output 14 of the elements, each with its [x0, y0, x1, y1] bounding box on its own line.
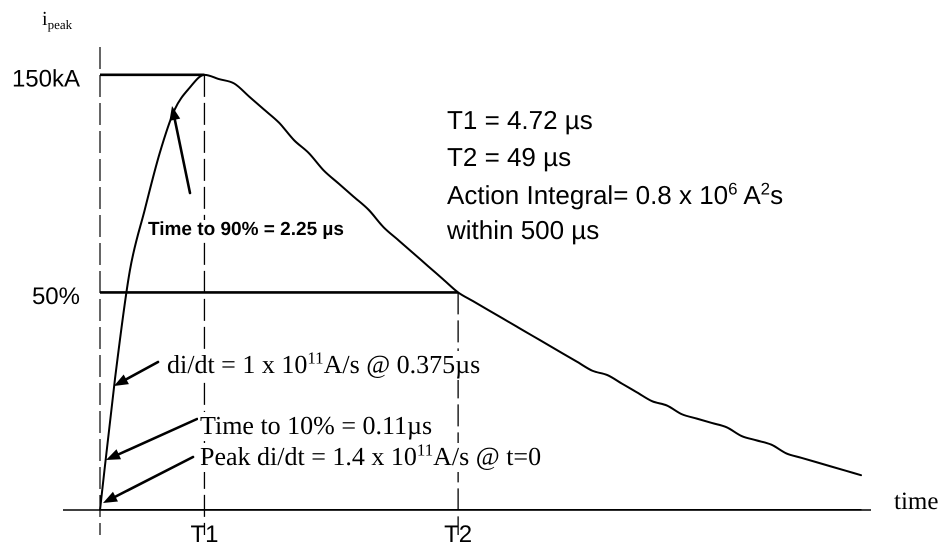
annotation: Peak di/dt = 1.4 x 10$^{11}$A/s @ t=0 [198, 440, 544, 472]
annotation: T1 = 4.72 µs [447, 105, 593, 135]
ref-line-label: 150kA [12, 65, 80, 92]
x-axis-title: time [894, 488, 938, 516]
annotation: Action Integral= 0.8 x 10$^{6}$ A$^{2}$s [447, 180, 784, 210]
annotation: Time to 90% = 2.25 µs [146, 219, 346, 241]
annotation: within 500 µs [447, 215, 600, 245]
x-tick-label: T2 [444, 521, 472, 542]
annotation: Time to 10% = 0.11µs [198, 411, 434, 441]
annotation: T2 = 49 µs [447, 142, 572, 172]
y-axis-title: i$_{peak}$ [42, 8, 72, 32]
x-tick-label: T1 [190, 521, 218, 542]
ref-line-label: 50% [32, 283, 80, 310]
annotation: di/dt = 1 x 10$^{11}$A/s @ 0.375µs [165, 348, 482, 380]
